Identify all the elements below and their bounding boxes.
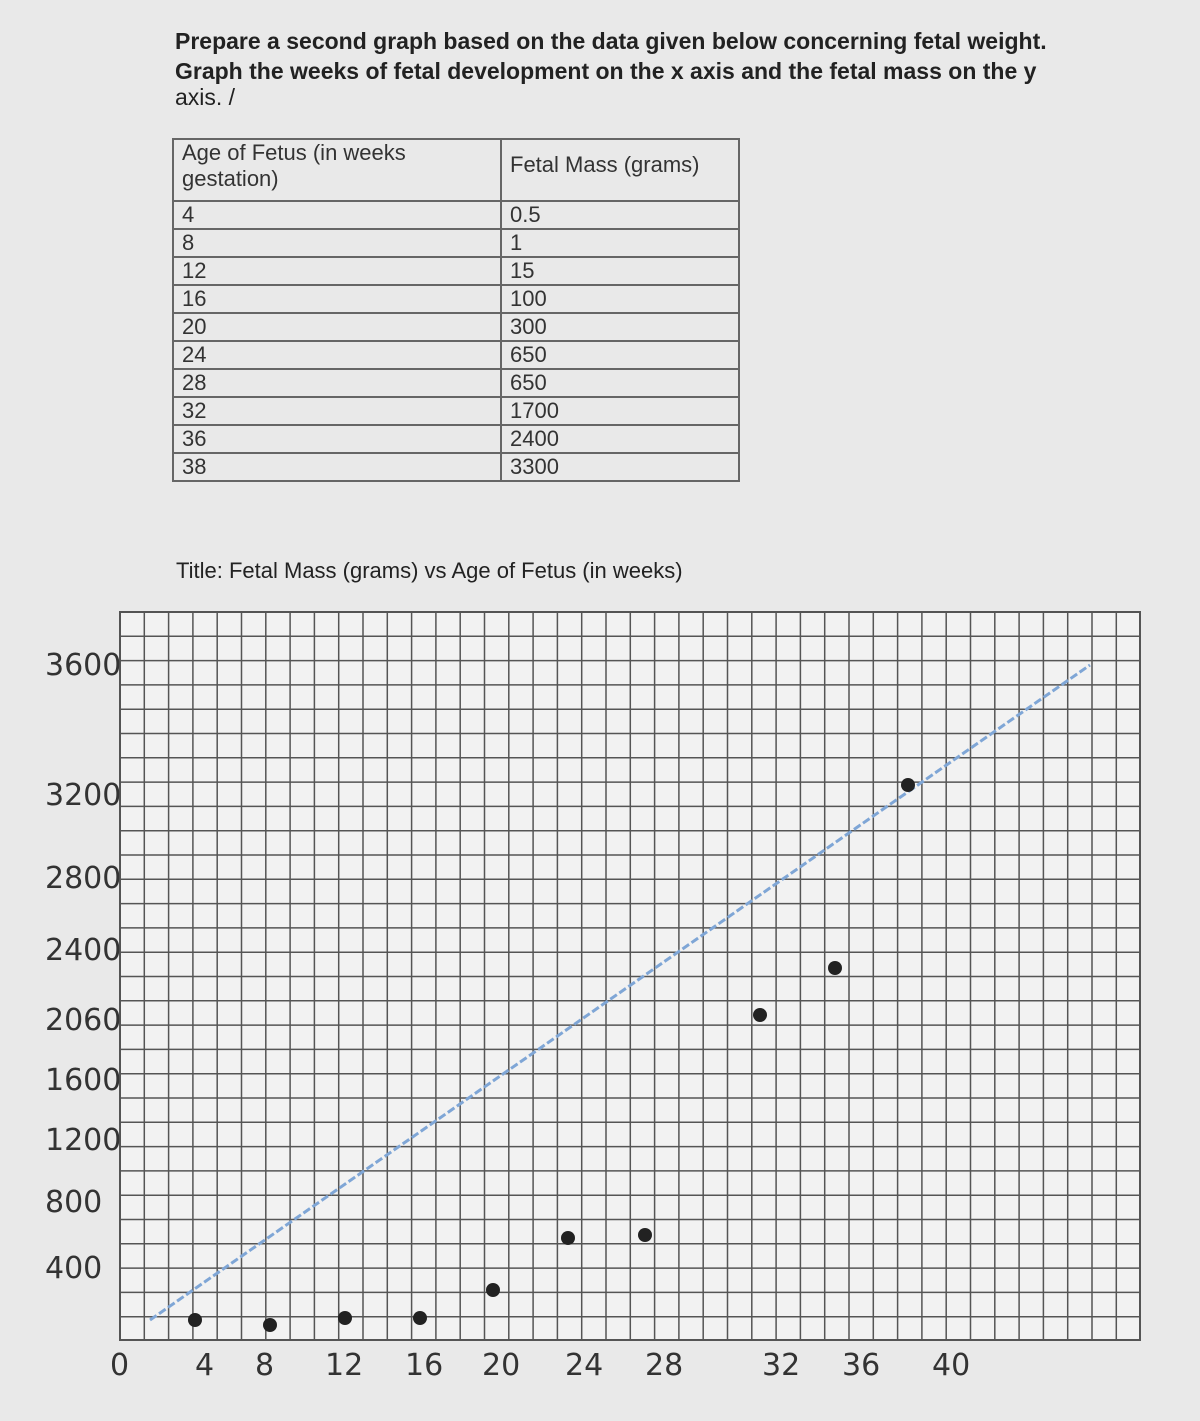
x-axis-label: 4 [195,1348,214,1383]
instruction-line: Graph the weeks of fetal development on … [175,58,1037,84]
y-axis-label: 2800 [45,861,121,896]
data-table: Age of Fetus (in weeks gestation) Fetal M… [172,138,740,482]
table-cell: 1700 [500,396,740,426]
x-axis-label: 24 [565,1348,603,1383]
table-cell: 16 [172,284,502,314]
x-axis-label: 32 [762,1348,800,1383]
x-axis-label: 36 [842,1348,880,1383]
y-axis-label: 800 [45,1185,102,1220]
y-axis-label: 3200 [45,778,121,813]
table-cell: 100 [500,284,740,314]
instruction-line: axis. / [175,84,236,110]
trend-line [149,663,1091,1322]
graph-title: Title: Fetal Mass (grams) vs Age of Fetu… [176,558,683,583]
plotted-dots [188,778,915,1332]
hand-graph: 3600 3200 2800 2400 2060 1600 1200 800 400 0 4 8 12 1… [45,611,1141,1383]
table-cell: 15 [500,256,740,286]
table-row: 12 15 [172,256,740,286]
table-row: 4 0.5 [172,200,740,230]
x-axis-label: 0 [110,1348,129,1383]
table-cell: 650 [500,340,740,370]
y-axis-label: 3600 [45,648,121,683]
table-row: 32 1700 [172,396,740,426]
table-cell: 3300 [500,452,740,482]
table-cell: 4 [172,200,502,230]
table-cell: 28 [172,368,502,398]
table-row: 16 100 [172,284,740,314]
header-cell: Fetal Mass (grams) [500,138,740,202]
table-row: 24 650 [172,340,740,370]
x-axis-label: 16 [405,1348,443,1383]
x-axis-label: 20 [482,1348,520,1383]
x-axis-label: 28 [645,1348,683,1383]
y-axis-label: 400 [45,1251,102,1286]
header-cell: Age of Fetus (in weeks gestation) [172,138,502,202]
table-cell: 32 [172,396,502,426]
table-cell: 8 [172,228,502,258]
table-cell: 12 [172,256,502,286]
table-cell: 38 [172,452,502,482]
y-axis-label: 1200 [45,1123,121,1158]
table-row: 20 300 [172,312,740,342]
table-cell: 0.5 [500,200,740,230]
table-cell: 2400 [500,424,740,454]
table-row: 38 3300 [172,452,740,482]
instruction-line: Prepare a second graph based on the data… [175,28,1047,54]
y-axis-label: 2400 [45,933,121,968]
table-cell: 24 [172,340,502,370]
table-row: 36 2400 [172,424,740,454]
table-cell: 300 [500,312,740,342]
table-cell: 20 [172,312,502,342]
x-axis-label: 8 [255,1348,274,1383]
table-cell: 650 [500,368,740,398]
table-cell: 1 [500,228,740,258]
table-row: 28 650 [172,368,740,398]
y-axis-label: 1600 [45,1063,121,1098]
x-axis-label: 40 [932,1348,970,1383]
table-cell: 36 [172,424,502,454]
y-axis-label: 2060 [45,1003,121,1038]
x-axis-label: 12 [325,1348,363,1383]
